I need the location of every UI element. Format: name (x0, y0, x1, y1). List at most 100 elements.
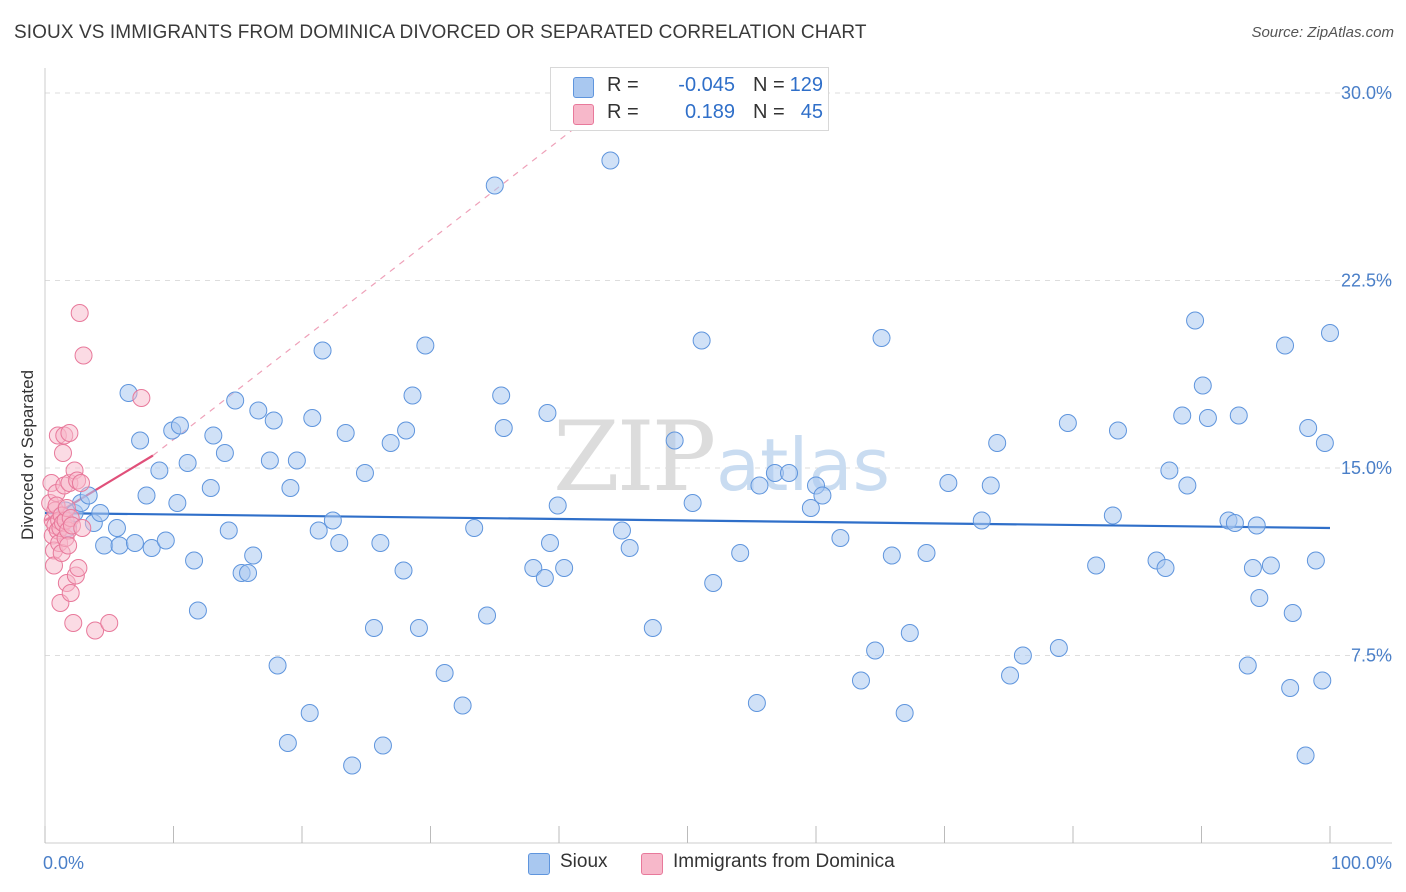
sioux-point (972, 511, 991, 530)
sioux-point (397, 421, 416, 440)
legend-n-label: N = (753, 101, 785, 123)
sioux-point (535, 569, 554, 587)
sioux-point (168, 494, 187, 512)
sioux-point (264, 411, 283, 430)
sioux-point (612, 521, 631, 540)
dominica-swatch (641, 853, 663, 875)
sioux-point (91, 504, 110, 522)
dominica-point (74, 346, 93, 365)
sioux-point (137, 486, 156, 505)
sioux-point (142, 539, 161, 557)
sioux-point (492, 386, 511, 405)
sioux-point (204, 426, 223, 445)
dominica-point (70, 304, 89, 322)
sioux-point (1321, 324, 1339, 342)
legend-r-value: 0.189 (684, 101, 735, 123)
sioux-point (831, 529, 850, 547)
dominica-point (71, 474, 90, 492)
sioux-point (538, 404, 557, 422)
sioux-point (110, 536, 129, 555)
sioux-point (939, 474, 958, 492)
dominica-point (64, 614, 83, 632)
sioux-point (403, 386, 422, 405)
legend-r-value: -0.045 (678, 74, 735, 96)
watermark-atlas: atlas (716, 423, 890, 507)
sioux-swatch (573, 77, 594, 98)
dominica-points (41, 304, 151, 640)
dominica-point (132, 389, 151, 407)
sioux-point (373, 736, 392, 755)
sioux-point (287, 451, 306, 470)
sioux-point (1313, 671, 1332, 690)
sioux-point (1160, 461, 1179, 480)
sioux-point (260, 451, 279, 470)
y-axis-label: Divorced or Separated (18, 370, 37, 540)
sioux-point (416, 336, 435, 355)
series-legend: Sioux Immigrants from Dominica (0, 851, 1406, 879)
sioux-point (1250, 589, 1269, 607)
sioux-point (1103, 506, 1122, 525)
sioux-point (371, 534, 390, 552)
sioux-point (313, 341, 332, 360)
sioux-point (494, 419, 513, 437)
y-tick-label: 30.0% (1341, 83, 1392, 103)
sioux-point (1306, 551, 1325, 570)
sioux-points (56, 151, 1339, 775)
sioux-point (1058, 414, 1077, 432)
y-tick-label: 22.5% (1341, 271, 1392, 291)
watermark: ZIP atlas (553, 401, 890, 513)
dominica-point (86, 621, 105, 640)
sioux-point (895, 704, 914, 722)
sioux-point (665, 431, 684, 450)
sioux-point (249, 401, 268, 420)
sioux-point (900, 624, 919, 642)
sioux-point (303, 409, 322, 427)
sioux-swatch (528, 853, 550, 875)
sioux-point (201, 479, 220, 497)
sioux-point (178, 454, 197, 472)
sioux-point (620, 539, 639, 557)
sioux-point (1247, 516, 1266, 535)
sioux-point (1315, 434, 1334, 452)
x-tick-label-end: 100.0% (1331, 853, 1392, 873)
dominica-point (60, 424, 79, 442)
sioux-point (381, 434, 400, 452)
sioux-point (268, 656, 287, 675)
sioux-point (281, 479, 300, 497)
sioux-point (1299, 419, 1318, 437)
sioux-point (244, 546, 263, 565)
sioux-point (336, 424, 355, 442)
dominica-swatch (573, 104, 594, 125)
sioux-point (1173, 406, 1192, 425)
sioux-point (1276, 336, 1295, 355)
sioux-point (882, 546, 901, 565)
sioux-point (409, 619, 428, 637)
chart-title: SIOUX VS IMMIGRANTS FROM DOMINICA DIVORC… (14, 22, 867, 43)
sioux-point (156, 531, 175, 550)
dominica-point (100, 614, 119, 632)
x-tick-label-start: 0.0% (43, 853, 84, 873)
sioux-point (524, 559, 543, 577)
y-tick-label: 7.5% (1351, 646, 1392, 666)
sioux-point (170, 416, 189, 435)
legend-r-label: R = (607, 101, 639, 123)
sioux-point (1283, 604, 1302, 622)
tick-labels: 7.5% 15.0% 22.5% 30.0% 0.0% 100.0% (43, 83, 1392, 873)
dominica-point (59, 536, 78, 555)
sioux-point (541, 534, 560, 552)
sioux-point (988, 434, 1007, 452)
sioux-point (1229, 406, 1248, 425)
sioux-point (131, 431, 150, 450)
sioux-point (1225, 514, 1244, 532)
sioux-point (226, 391, 245, 410)
sioux-point (278, 734, 297, 752)
sioux-point (643, 619, 662, 637)
sioux-point (1261, 556, 1280, 575)
sioux-point (683, 494, 702, 512)
sioux-point (394, 561, 413, 580)
sioux-point (981, 476, 1000, 495)
sioux-point (188, 601, 207, 620)
sioux-point (1013, 646, 1032, 665)
sioux-point (107, 519, 126, 537)
